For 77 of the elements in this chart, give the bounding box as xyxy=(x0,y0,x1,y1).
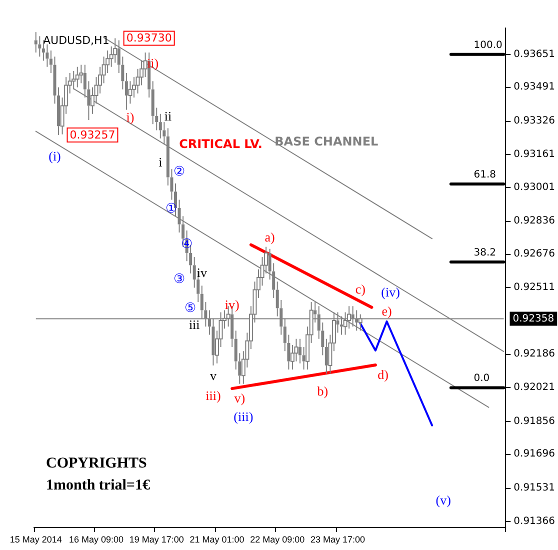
x-tick-label: 16 May 09:00 xyxy=(68,534,124,544)
candlestick xyxy=(260,256,264,286)
annotation: ii xyxy=(164,108,172,124)
candlestick xyxy=(109,46,114,68)
y-tick-label: 0.91696 xyxy=(514,448,556,460)
annotation: d) xyxy=(378,367,388,382)
annotation: 0.93257 xyxy=(70,128,116,142)
annotation: BASE CHANNEL xyxy=(274,134,379,148)
annotation: iv) xyxy=(224,296,240,312)
annotation: COPYRIGHTS xyxy=(46,456,147,472)
annotation: c) xyxy=(355,281,366,296)
y-tick-label: 0.91531 xyxy=(514,482,556,494)
candlestick xyxy=(42,40,45,62)
annotation: v xyxy=(210,368,217,383)
candlestick xyxy=(49,50,52,74)
y-tick-label: 0.93001 xyxy=(514,182,556,193)
candlestick xyxy=(136,68,140,94)
legend-label: 38.2 xyxy=(474,247,496,258)
annotation: 0.93730 xyxy=(126,32,172,45)
x-tick-label: 21 May 01:00 xyxy=(190,534,244,544)
annotation: (iv) xyxy=(381,284,400,300)
candlestick xyxy=(324,338,328,374)
annotation: i) xyxy=(126,110,134,125)
annotation: iv xyxy=(196,264,208,280)
candlestick xyxy=(151,80,154,125)
candlestick xyxy=(34,32,38,54)
annotation: b) xyxy=(317,384,328,398)
candlestick xyxy=(294,338,298,362)
candlestick xyxy=(124,72,128,110)
annotation: (v) xyxy=(436,492,451,508)
ref-line-label: 0.92358 xyxy=(512,313,554,324)
annotation: ii) xyxy=(147,55,159,70)
series-label: 61.8 xyxy=(474,170,496,181)
y-tick-label: 0.93161 xyxy=(514,149,556,160)
annotation: ① xyxy=(166,200,178,216)
annotation: iii) xyxy=(206,388,221,403)
annotation: (i) xyxy=(48,148,61,164)
y-tick-label: 0.92836 xyxy=(514,216,556,227)
x-tick-label: 23 May 17:00 xyxy=(310,534,366,544)
candlestick xyxy=(162,122,166,146)
candlestick xyxy=(106,50,110,74)
y-tick-label: 0.91366 xyxy=(514,516,556,528)
annotation: iii xyxy=(188,316,200,332)
series-label: 0.0 xyxy=(474,373,490,384)
candlestick xyxy=(140,60,144,86)
annotation: ③ xyxy=(173,270,186,286)
annotation: ④ xyxy=(180,236,193,251)
series-label: 100.0 xyxy=(474,40,502,51)
candlestick xyxy=(158,113,162,139)
y-tick-label: 0.93326 xyxy=(514,115,556,126)
y-tick-label: 0.92186 xyxy=(514,348,556,360)
y-tick-label: 0.93651 xyxy=(514,48,556,60)
annotation: e) xyxy=(382,304,392,319)
y-tick-label: 0.93491 xyxy=(514,82,556,93)
y-tick-label: 0.92511 xyxy=(514,282,556,294)
x-tick-label: 15 May 2014 xyxy=(10,534,62,544)
annotation: i xyxy=(158,154,163,170)
candlestick xyxy=(46,44,49,68)
candlestick xyxy=(75,66,80,88)
y-tick-label: 0.91856 xyxy=(514,416,556,427)
annotation: v) xyxy=(234,390,246,406)
text: AUDUSD,H1 xyxy=(43,34,110,47)
candlestick xyxy=(102,56,106,84)
annotation: a) xyxy=(264,230,275,245)
candlestick xyxy=(132,76,136,98)
x-tick-label: 22 May 09:00 xyxy=(250,534,305,544)
annotation: CRITICAL LV. xyxy=(179,137,262,152)
y-tick-label: 0.92021 xyxy=(514,382,556,394)
annotation: ⑤ xyxy=(184,300,197,315)
candlestick xyxy=(38,36,42,58)
x-tick-label: 19 May 17:00 xyxy=(129,534,184,544)
annotation: ② xyxy=(173,164,186,179)
annotation: (iii) xyxy=(234,408,254,424)
annotation: 1month trial=1€ xyxy=(46,478,150,494)
candlestick xyxy=(290,344,294,370)
candlestick xyxy=(98,66,102,94)
y-tick-label: 0.92676 xyxy=(514,248,556,260)
